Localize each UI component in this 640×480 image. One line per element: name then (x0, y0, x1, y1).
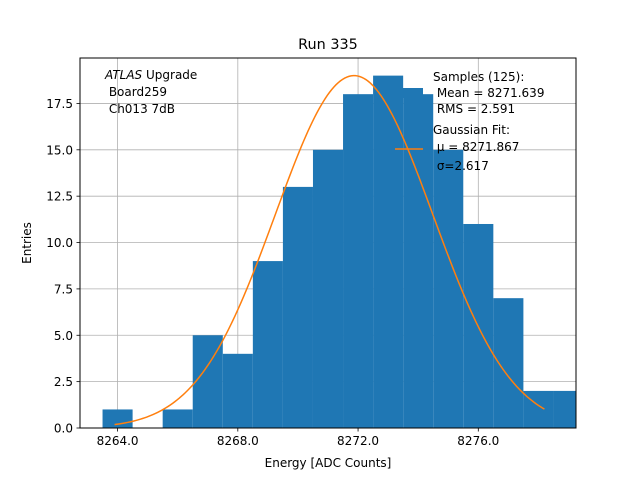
x-tick-label: 8272.0 (337, 434, 379, 448)
legend: Samples (125): Mean = 8271.639 RMS = 2.5… (395, 70, 544, 173)
gaussian-fit-line (114, 74, 545, 426)
plot-area: 8264.0 8268.0 8272.0 8276.0 0.0 2.5 5.0 7.5 10.… (46, 57, 577, 448)
annotation-line-3: Ch013 7dB (105, 102, 175, 116)
legend-fit-line-1: Gaussian Fit: (433, 123, 510, 137)
histogram-bar (102, 409, 133, 428)
histogram-bar (162, 409, 193, 428)
plot-frame (79, 57, 577, 429)
histogram-bar (282, 186, 313, 428)
x-tick-label: 8268.0 (217, 434, 259, 448)
x-axis-ticks: 8264.0 8268.0 8272.0 8276.0 (97, 428, 499, 448)
x-axis-label: Energy [ADC Counts] (265, 456, 392, 470)
histogram-bar (493, 298, 524, 428)
histogram-bar (252, 261, 283, 428)
histogram-bar (222, 353, 253, 428)
y-tick-label: 10.0 (46, 236, 73, 250)
gaussian-fit-curve (114, 74, 545, 426)
y-tick-label: 5.0 (54, 329, 73, 343)
histogram-bar (403, 94, 434, 429)
y-tick-label: 12.5 (46, 190, 73, 204)
atlas-label: ATLAS (104, 68, 143, 82)
histogram-bar (312, 149, 344, 428)
y-tick-label: 2.5 (54, 375, 73, 389)
legend-fit-line-3: σ=2.617 (433, 159, 489, 173)
chart-title: Run 335 (298, 37, 358, 53)
x-tick-label: 8276.0 (457, 434, 499, 448)
upgrade-label: Upgrade (142, 68, 197, 82)
y-axis-label: Entries (20, 222, 34, 264)
histogram-bar (343, 94, 374, 429)
atlas-annotation: ATLAS Upgrade Board259 Ch013 7dB (104, 68, 197, 116)
legend-samples-line-2: Mean = 8271.639 (433, 86, 544, 100)
y-tick-label: 7.5 (54, 282, 73, 296)
legend-samples-line-1: Samples (125): (433, 70, 524, 84)
y-axis-ticks: 0.0 2.5 5.0 7.5 10.0 12.5 15.0 17.5 (46, 97, 80, 436)
histogram-bar (553, 390, 576, 428)
x-tick-label: 8264.0 (97, 434, 139, 448)
legend-fit-line-2: μ = 8271.867 (433, 140, 519, 154)
annotation-line-2: Board259 (105, 85, 167, 99)
legend-samples-line-3: RMS = 2.591 (433, 102, 515, 116)
histogram-bar (373, 75, 404, 428)
y-tick-label: 17.5 (46, 97, 73, 111)
histogram-bar (433, 149, 464, 428)
y-tick-label: 0.0 (54, 422, 73, 436)
annotation-line-1: ATLAS Upgrade (104, 68, 197, 82)
legend-histogram-swatch (395, 88, 423, 98)
y-tick-label: 15.0 (46, 143, 73, 157)
